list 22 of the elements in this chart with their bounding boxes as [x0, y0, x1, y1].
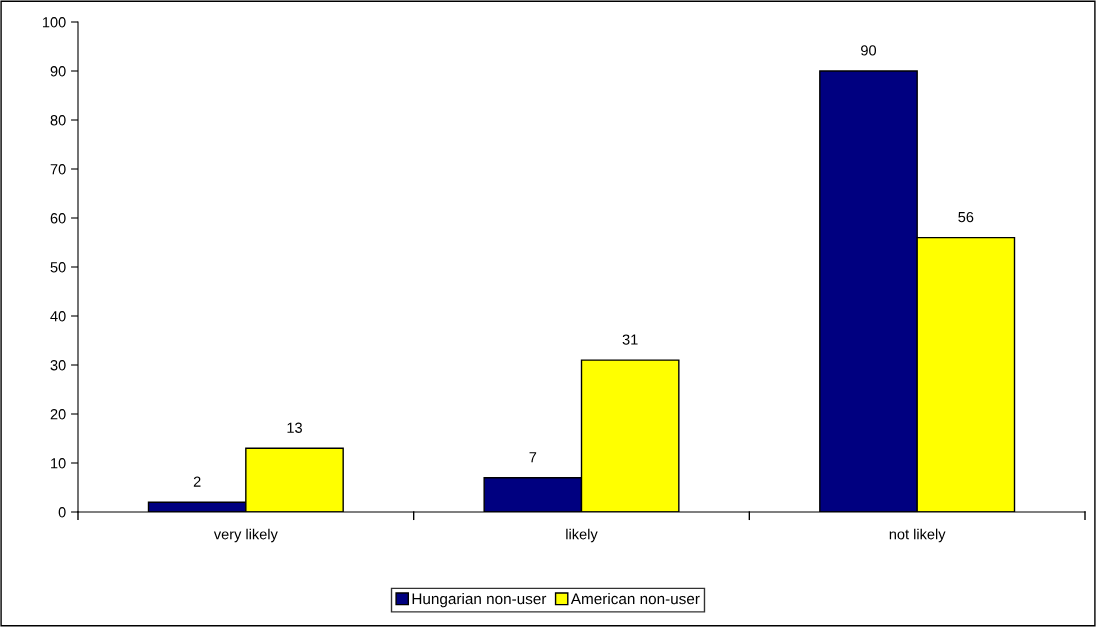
y-tick-label: 70 — [50, 164, 66, 175]
y-tick-label: 60 — [50, 213, 66, 224]
y-tick-label: 100 — [42, 17, 66, 28]
data-label: 2 — [193, 476, 201, 487]
x-tick-label: not likely — [889, 528, 946, 543]
data-label: 31 — [622, 334, 638, 345]
y-tick-label: 10 — [51, 458, 66, 469]
data-label: 56 — [958, 211, 974, 223]
y-tick-label: 0 — [58, 507, 66, 518]
y-tick-label: 30 — [50, 360, 66, 371]
y-tick-label: 40 — [50, 311, 66, 322]
data-label: 90 — [861, 45, 877, 56]
data-label: 7 — [529, 452, 537, 463]
y-tick-label: 90 — [50, 66, 66, 77]
y-tick-label: 50 — [50, 262, 66, 273]
legend-label: American non-user — [570, 593, 700, 605]
y-tick-label: 20 — [50, 409, 66, 420]
x-tick-label: very likely — [213, 528, 278, 543]
legend-label: Hungarian non-user — [412, 593, 547, 608]
y-tick-label: 80 — [50, 115, 66, 126]
x-tick-label: likely — [566, 528, 598, 543]
data-label: 13 — [287, 422, 302, 433]
